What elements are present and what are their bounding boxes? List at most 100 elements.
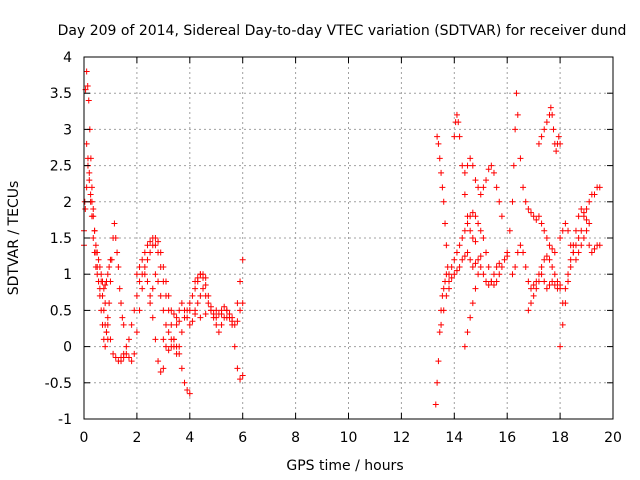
data-point: [149, 285, 156, 292]
data-point: [213, 307, 220, 314]
data-point: [520, 249, 527, 256]
data-point: [543, 253, 550, 260]
series-s7: [147, 271, 209, 357]
data-point: [210, 311, 217, 318]
data-point: [192, 285, 199, 292]
y-tick-label: -0.5: [45, 376, 72, 392]
data-point: [178, 329, 185, 336]
series-s10: [186, 256, 246, 325]
data-point: [436, 155, 443, 162]
data-point: [186, 300, 193, 307]
data-point: [453, 267, 460, 274]
data-point: [133, 271, 140, 278]
data-point: [580, 235, 587, 241]
data-point: [85, 97, 92, 104]
data-point: [469, 235, 476, 241]
data-point: [461, 343, 468, 350]
data-point: [107, 256, 114, 263]
x-tick-label: 10: [340, 430, 358, 446]
series-s20: [535, 104, 564, 155]
data-point: [194, 300, 201, 307]
data-point: [477, 263, 484, 270]
data-point: [483, 177, 490, 184]
data-point: [440, 198, 447, 205]
data-point: [239, 256, 246, 263]
data-point: [451, 133, 458, 140]
data-point: [118, 300, 125, 307]
data-point: [472, 260, 479, 267]
data-point: [144, 278, 151, 285]
data-point: [178, 300, 185, 307]
series-s15: [461, 155, 505, 220]
data-point: [530, 282, 537, 289]
data-point: [152, 242, 159, 249]
data-point: [192, 278, 199, 285]
data-point: [565, 278, 572, 285]
data-point: [446, 285, 453, 292]
data-point: [115, 263, 122, 270]
data-point: [90, 206, 97, 213]
data-point: [104, 321, 111, 328]
data-point: [565, 271, 572, 278]
data-point: [92, 263, 99, 270]
data-point: [435, 140, 442, 147]
data-point: [572, 227, 579, 234]
data-point: [147, 300, 154, 307]
data-point: [480, 271, 487, 278]
data-point: [120, 321, 127, 328]
data-point: [438, 321, 445, 328]
data-point: [170, 311, 177, 318]
data-point: [173, 314, 180, 321]
data-point: [469, 263, 476, 270]
data-point: [231, 343, 238, 350]
series-s23: [559, 206, 593, 307]
x-tick-label: 20: [604, 430, 622, 446]
data-point: [434, 133, 441, 140]
data-point: [168, 343, 175, 350]
data-point: [570, 242, 577, 249]
data-point: [157, 292, 164, 299]
y-tick-label: 0.5: [50, 303, 72, 319]
data-point: [141, 249, 148, 256]
data-point: [173, 350, 180, 357]
data-point: [554, 278, 561, 285]
series-s14: [451, 111, 479, 245]
y-tick-label: 0: [63, 340, 72, 356]
data-point: [475, 256, 482, 263]
data-point: [136, 278, 143, 285]
data-point: [155, 278, 162, 285]
data-point: [186, 390, 193, 397]
data-point: [176, 307, 183, 314]
data-point: [533, 216, 540, 223]
data-point: [128, 358, 135, 365]
data-point: [485, 282, 492, 289]
data-point: [200, 285, 207, 292]
data-point: [490, 282, 497, 289]
data-point: [517, 242, 524, 249]
data-point: [464, 220, 471, 227]
data-point: [456, 242, 463, 249]
data-point: [118, 358, 125, 365]
data-point: [453, 249, 460, 256]
data-point: [575, 213, 582, 220]
data-point: [498, 213, 505, 220]
data-point: [551, 271, 558, 278]
y-tick-label: 2.5: [50, 159, 72, 175]
data-point: [509, 271, 516, 278]
data-point: [453, 111, 460, 118]
data-point: [461, 227, 468, 234]
data-point: [472, 238, 479, 245]
data-point: [149, 235, 156, 241]
data-point: [223, 307, 230, 314]
data-point: [530, 292, 537, 299]
data-point: [106, 263, 113, 270]
x-tick-label: 4: [185, 430, 194, 446]
data-point: [530, 213, 537, 220]
data-point: [147, 292, 154, 299]
data-point: [176, 343, 183, 350]
data-point: [551, 282, 558, 289]
data-point: [451, 256, 458, 263]
series-s16: [461, 260, 503, 350]
data-point: [551, 249, 558, 256]
data-point: [218, 311, 225, 318]
